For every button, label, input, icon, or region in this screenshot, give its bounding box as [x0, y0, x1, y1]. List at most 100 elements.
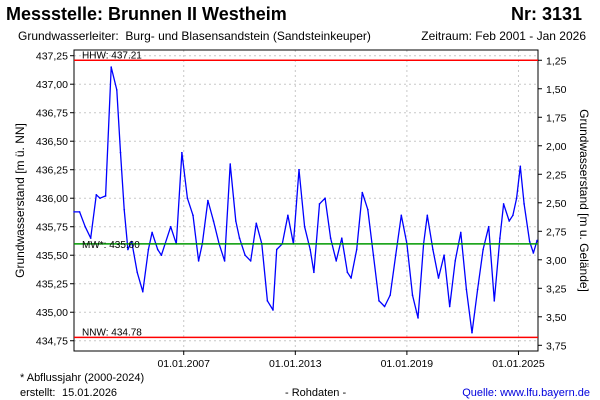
y-right-tick-label: 2,75	[546, 226, 567, 238]
y-right-tick-label: 3,50	[546, 312, 567, 324]
x-tick-label: 01.01.2025	[492, 358, 545, 370]
y-tick-label: 435,75	[36, 222, 68, 234]
data-point	[287, 214, 289, 217]
data-point	[207, 199, 209, 202]
raw-data-note: - Rohdaten -	[285, 387, 347, 399]
y-right-tick-label: 2,25	[546, 169, 567, 181]
data-point	[346, 271, 349, 274]
ref-label-hhw: HHW: 437.21	[82, 50, 142, 61]
data-point	[460, 231, 462, 234]
data-point	[523, 203, 525, 205]
y-right-tick-label: 1,75	[546, 112, 567, 124]
y-tick-label: 436,25	[36, 165, 68, 177]
data-point	[266, 300, 269, 302]
data-point	[476, 288, 479, 291]
y-right-tick-label: 3,00	[546, 255, 567, 267]
data-point	[89, 237, 92, 239]
y-right-tick-label: 2,50	[546, 198, 567, 210]
data-point	[519, 165, 522, 168]
x-tick-label: 01.01.2007	[157, 358, 210, 370]
data-point	[502, 203, 505, 205]
y-tick-label: 435,00	[36, 307, 68, 319]
data-point	[417, 317, 419, 319]
data-point	[156, 248, 159, 251]
data-point	[350, 277, 352, 279]
data-point	[130, 240, 133, 243]
data-point	[181, 151, 183, 154]
footnote: * Abflussjahr (2000-2024)	[20, 372, 145, 384]
y-tick-label: 436,50	[36, 136, 68, 148]
ref-label-nnw: NNW: 434.78	[82, 327, 142, 338]
source-link[interactable]: Quelle: www.lfu.bayern.de	[462, 387, 590, 399]
data-point	[324, 197, 326, 200]
data-point	[536, 239, 538, 242]
data-point	[437, 277, 440, 279]
data-point	[493, 300, 496, 302]
created-date: 15.01.2026	[62, 387, 118, 399]
aquifer-info: Grundwasserleiter: Burg- und Blasensands…	[18, 29, 371, 43]
data-point	[84, 225, 86, 228]
data-point	[160, 254, 163, 257]
data-point	[515, 197, 518, 200]
data-point	[303, 225, 306, 228]
data-point	[487, 225, 490, 228]
data-point	[238, 237, 241, 239]
data-point	[400, 214, 403, 217]
data-point	[394, 254, 397, 257]
data-point	[99, 197, 101, 200]
data-point	[443, 254, 445, 257]
y-tick-label: 437,25	[36, 51, 68, 63]
y-axis-title: Grundwasserstand [m ü. NN]	[13, 123, 27, 278]
y-right-tick-label: 2,00	[546, 141, 567, 153]
data-point	[255, 222, 258, 225]
station-number: Nr: 3131	[510, 4, 582, 24]
aquifer-label: Grundwasserleiter:	[18, 29, 119, 43]
data-point	[169, 225, 172, 228]
ref-label-mw: MW*: 435.60	[82, 240, 140, 251]
data-point	[367, 208, 369, 211]
data-point	[110, 66, 112, 68]
data-point	[426, 214, 429, 217]
data-point	[298, 168, 300, 171]
data-point	[309, 248, 311, 251]
y-tick-label: 435,50	[36, 250, 68, 262]
data-point	[361, 191, 364, 194]
data-point	[136, 271, 139, 274]
x-tick-label: 01.01.2019	[381, 358, 434, 370]
data-point	[119, 151, 122, 154]
created-label: erstellt:	[20, 387, 56, 399]
data-point	[313, 271, 315, 274]
data-point	[127, 248, 129, 251]
data-point	[249, 260, 252, 262]
y-right-tick-label: 3,75	[546, 340, 567, 352]
data-point	[104, 195, 107, 197]
data-point	[272, 309, 274, 311]
data-point	[234, 220, 237, 222]
data-point	[465, 288, 468, 291]
data-point	[372, 254, 375, 257]
data-point	[229, 163, 232, 165]
data-point	[508, 220, 510, 222]
data-point	[471, 331, 473, 334]
data-point	[115, 89, 118, 91]
data-point	[142, 290, 144, 293]
y-tick-label: 437,00	[36, 79, 68, 91]
data-point	[448, 305, 451, 308]
data-point	[335, 260, 338, 262]
data-point	[383, 305, 386, 308]
y-tick-label: 436,75	[36, 108, 68, 120]
data-point	[275, 248, 278, 251]
data-point	[73, 211, 75, 213]
data-point	[78, 211, 81, 213]
data-point	[192, 214, 194, 217]
data-point	[528, 240, 531, 243]
data-point	[389, 294, 391, 296]
x-tick-label: 01.01.2013	[269, 358, 322, 370]
data-point	[329, 237, 332, 239]
period-info: Zeitraum: Feb 2001 - Jan 2026	[421, 29, 586, 43]
data-point	[532, 252, 535, 254]
page-title: Messstelle: Brunnen II Westheim	[6, 4, 287, 24]
data-point	[378, 300, 380, 302]
y-tick-label: 434,75	[36, 336, 68, 348]
data-point	[318, 203, 321, 205]
